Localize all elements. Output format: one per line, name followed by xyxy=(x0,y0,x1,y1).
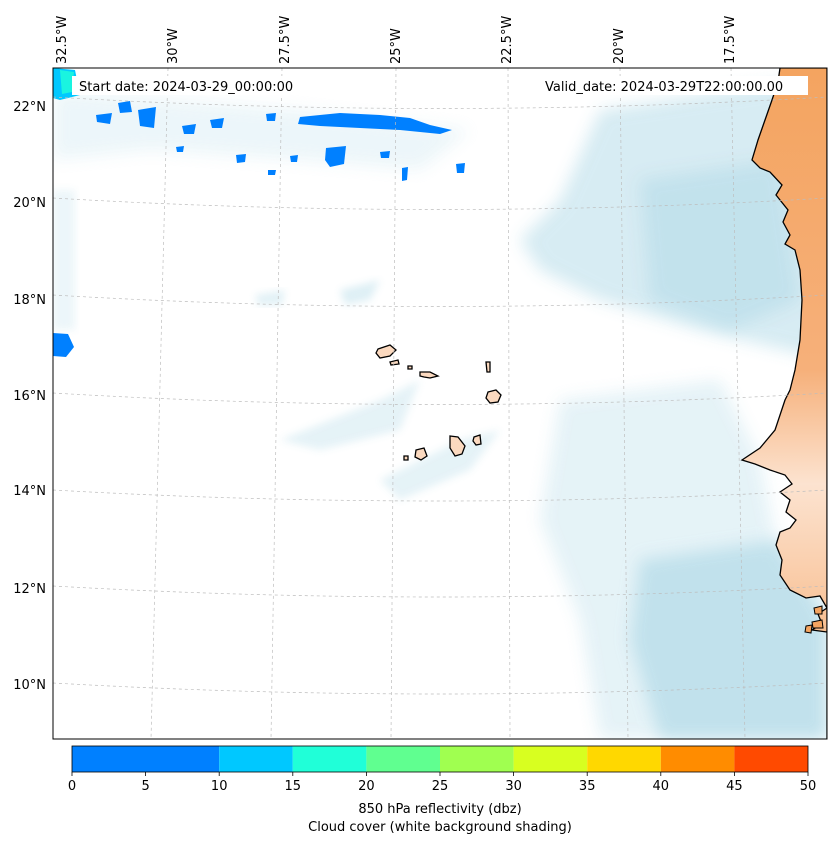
start-date-box xyxy=(72,76,316,95)
island-santiago xyxy=(449,435,466,457)
lat-label: 16°N xyxy=(13,389,46,404)
colorbar-swatch xyxy=(660,746,735,772)
africa-landmass xyxy=(740,68,827,739)
colorbar-tick-label: 0 xyxy=(68,779,76,794)
colorbar-swatch xyxy=(587,746,661,772)
lon-label: 27.5°W xyxy=(278,16,293,64)
colorbar-tick-label: 40 xyxy=(653,779,670,794)
valid-date-label: Valid_date: 2024-03-29T22:00:00.00 xyxy=(545,80,783,95)
latitude-labels: 22°N 20°N 18°N 16°N 14°N 12°N 10°N xyxy=(13,100,46,693)
lon-label: 17.5°W xyxy=(723,16,738,64)
start-date-label: Start date: 2024-03-29_00:00:00 xyxy=(79,80,293,95)
island-santo-antao xyxy=(375,344,397,359)
colorbar-swatch xyxy=(513,746,588,772)
map-frame xyxy=(52,67,828,740)
colorbar-tick-label: 25 xyxy=(432,779,449,794)
lat-label: 22°N xyxy=(13,100,46,115)
lat-label: 14°N xyxy=(13,484,46,499)
lat-label: 10°N xyxy=(13,678,46,693)
island-brava xyxy=(403,455,409,461)
cloud-cover-layer xyxy=(53,80,827,739)
colorbar-tick-label: 20 xyxy=(358,779,375,794)
island-sao-vicente xyxy=(389,359,400,366)
colorbar-swatch xyxy=(440,746,514,772)
colorbar-tick-label: 45 xyxy=(726,779,743,794)
island-santa-luzia xyxy=(407,365,413,370)
cape-verde-islands xyxy=(375,344,502,461)
colorbar-swatch xyxy=(219,746,293,772)
lat-label: 18°N xyxy=(13,293,46,308)
colorbar-tick-label: 5 xyxy=(141,779,149,794)
colorbar-swatch xyxy=(72,746,220,772)
colorbar-tick-label: 30 xyxy=(505,779,522,794)
island-maio xyxy=(472,434,482,446)
lon-label: 22.5°W xyxy=(500,16,515,64)
colorbar-swatch xyxy=(292,746,367,772)
lon-label: 30°W xyxy=(166,28,181,64)
bissagos-islands xyxy=(804,605,824,634)
island-fogo xyxy=(414,447,428,461)
colorbar-tick-label: 15 xyxy=(285,779,302,794)
colorbar-title: 850 hPa reflectivity (dbz) xyxy=(358,802,521,817)
colorbar-swatch xyxy=(734,746,808,772)
lon-label: 20°W xyxy=(612,28,627,64)
valid-date-box xyxy=(538,76,808,95)
colorbar-subtitle: Cloud cover (white background shading) xyxy=(308,820,572,835)
colorbar: 0 5 10 15 20 25 30 35 40 45 50 xyxy=(68,745,817,794)
colorbar-tick-label: 10 xyxy=(211,779,228,794)
island-boa-vista xyxy=(485,389,502,404)
lon-label: 25°W xyxy=(389,28,404,64)
colorbar-tick-label: 35 xyxy=(579,779,596,794)
colorbar-tick-label: 50 xyxy=(800,779,817,794)
island-sal xyxy=(485,361,491,373)
longitude-labels: 32.5°W 30°W 27.5°W 25°W 22.5°W 20°W 17.5… xyxy=(55,16,738,64)
reflectivity-echoes xyxy=(53,68,465,357)
lat-label: 20°N xyxy=(13,196,46,211)
lat-label: 12°N xyxy=(13,582,46,597)
colorbar-swatch xyxy=(366,746,440,772)
lon-label: 32.5°W xyxy=(55,16,70,64)
graticule xyxy=(53,68,827,739)
island-sao-nicolau xyxy=(419,371,440,379)
